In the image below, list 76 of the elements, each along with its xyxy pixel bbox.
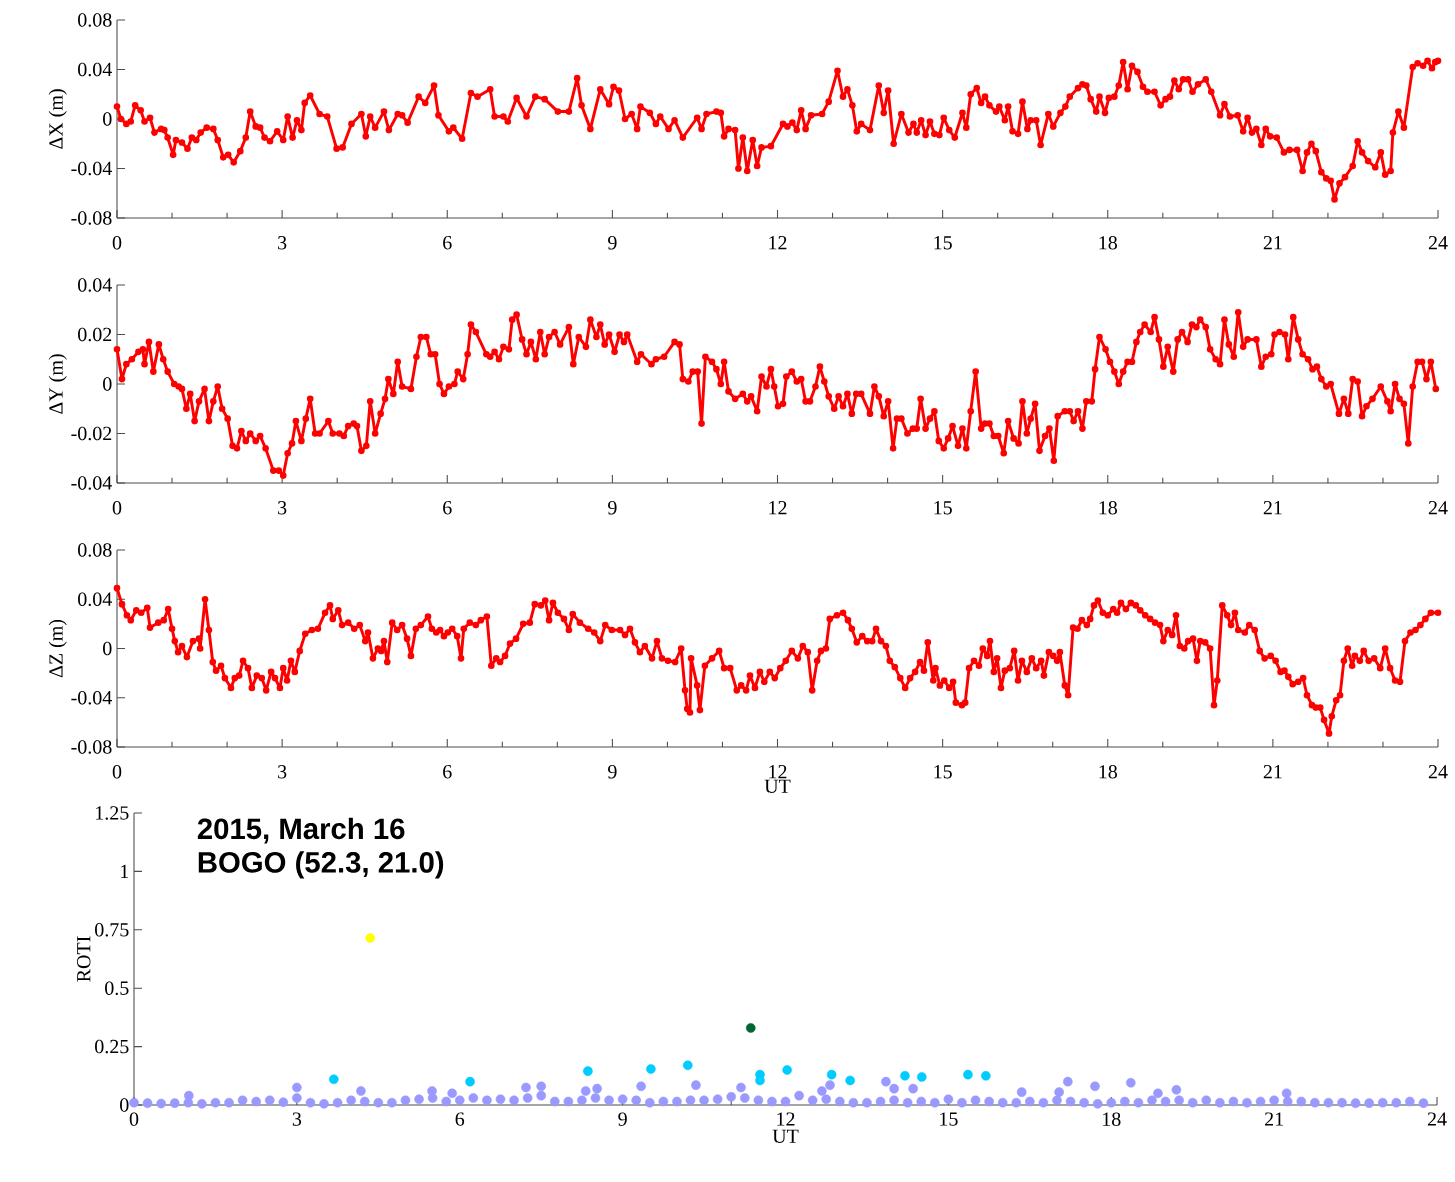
y-tick-label: -0.02 (71, 426, 112, 441)
x-tick-label: 12 (769, 765, 787, 779)
y-tick-label: 0.75 (95, 923, 129, 937)
x-tick-label: 24 (1428, 501, 1448, 515)
y-axis-title: ΔY (m) (48, 354, 67, 414)
point (583, 1066, 593, 1076)
x-tick-label: 18 (1103, 1112, 1121, 1126)
point (782, 1065, 792, 1075)
point (465, 1076, 475, 1087)
x-tick-label: 18 (1099, 501, 1117, 515)
x-tick-label: 21 (1263, 501, 1282, 515)
x-tick-label: 15 (934, 236, 952, 250)
x-tick-label: 18 (1099, 765, 1117, 779)
y-tick-label: 0.08 (78, 13, 112, 27)
y-tick-label: 0 (103, 112, 112, 126)
point (328, 1074, 339, 1085)
x-tick-label: 3 (278, 765, 287, 779)
x-axis-title: UT (772, 1129, 799, 1143)
x-tick-label: 15 (934, 765, 952, 779)
y-tick-label: -0.08 (71, 211, 112, 225)
y-tick-label: 0.04 (78, 62, 112, 77)
x-tick-label: 24 (1427, 1112, 1447, 1126)
y-tick-label: -0.04 (71, 476, 112, 490)
x-tick-label: 12 (769, 236, 787, 250)
y-tick-label: 0.02 (78, 327, 112, 342)
y-tick-label: 0.5 (105, 981, 129, 995)
point (682, 1060, 693, 1071)
x-tick-label: 9 (608, 501, 617, 515)
x-tick-label: 6 (455, 1112, 465, 1126)
x-tick-label: 0 (129, 1112, 139, 1126)
x-tick-label: 3 (278, 236, 287, 250)
x-tick-label: 9 (608, 236, 617, 250)
x-tick-label: 24 (1428, 236, 1448, 250)
y-tick-label: -0.04 (71, 690, 112, 705)
y-tick-label: 0 (120, 1098, 129, 1112)
point (963, 1069, 973, 1080)
y-tick-label: 1.25 (96, 806, 129, 820)
x-tick-label: 3 (278, 501, 287, 515)
point (745, 1023, 756, 1033)
y-tick-label: 0.25 (95, 1039, 129, 1054)
y-tick-label: 0.04 (78, 278, 112, 292)
x-tick-label: 15 (934, 501, 952, 515)
point (845, 1075, 855, 1086)
x-tick-label: 6 (443, 236, 452, 250)
y-tick-label: -0.04 (71, 161, 112, 176)
x-tick-label: 21 (1263, 765, 1282, 779)
x-tick-label: 9 (608, 765, 617, 779)
point (646, 1064, 656, 1074)
y-tick-label: 0.08 (78, 543, 112, 557)
point (900, 1071, 910, 1081)
x-tick-label: 12 (777, 1112, 795, 1126)
point (916, 1072, 927, 1082)
point (981, 1071, 991, 1081)
x-tick-label: 6 (443, 501, 452, 515)
y-tick-label: -0.08 (71, 740, 112, 754)
y-tick-label: 0 (103, 377, 112, 391)
x-tick-label: 12 (769, 501, 787, 515)
x-tick-label: 3 (292, 1112, 302, 1126)
x-tick-label: 6 (443, 765, 452, 779)
y-tick-label: 0.04 (78, 592, 112, 607)
x-tick-label: 15 (940, 1112, 958, 1126)
annotation: BOGO (52.3, 21.0) (198, 851, 444, 879)
x-tick-label: 24 (1428, 765, 1448, 779)
point (826, 1069, 837, 1080)
x-tick-label: 9 (618, 1112, 627, 1126)
point (365, 933, 375, 943)
x-tick-label: 18 (1099, 236, 1117, 250)
x-axis-title: UT (764, 779, 791, 793)
y-axis-title: ΔX (m) (48, 89, 67, 149)
y-tick-label: 1 (121, 864, 129, 878)
y-axis-title: ROTI (77, 936, 91, 982)
y-axis-title: ΔZ (m) (48, 619, 67, 678)
y-tick-label: 0 (103, 641, 112, 656)
annotation: 2015, March 16 (197, 817, 405, 844)
x-tick-label: 21 (1263, 236, 1282, 250)
x-tick-label: 21 (1265, 1112, 1283, 1126)
